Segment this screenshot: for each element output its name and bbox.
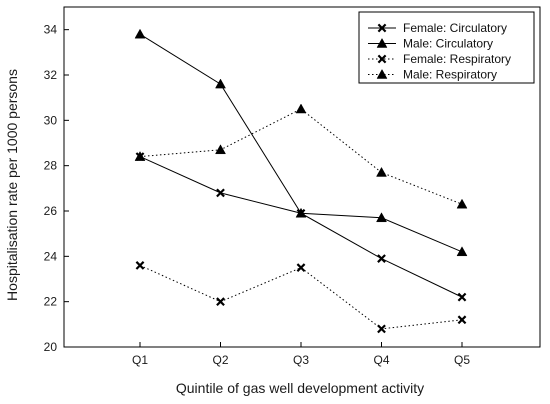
data-point bbox=[377, 324, 386, 334]
y-tick-label: 30 bbox=[44, 113, 58, 127]
x-tick-label: Q4 bbox=[373, 353, 389, 367]
y-axis-title: Hospitalisation rate per 1000 persons bbox=[4, 69, 20, 301]
y-axis: 20 22 24 26 28 30 32 34 bbox=[44, 23, 69, 354]
y-tick-label: 28 bbox=[44, 159, 58, 173]
legend-item: Female: Circulatory bbox=[368, 21, 507, 35]
data-point bbox=[376, 212, 387, 223]
legend: Female: Circulatory Male: CirculatoryFema… bbox=[358, 11, 535, 84]
series-4 bbox=[134, 103, 468, 209]
x-tick-label: Q5 bbox=[454, 353, 470, 367]
data-point bbox=[456, 198, 468, 209]
series-line bbox=[139, 156, 463, 298]
series-line bbox=[139, 264, 463, 330]
plot-frame bbox=[63, 6, 541, 348]
legend-item: Male: Circulatory bbox=[368, 37, 493, 51]
series-2 bbox=[134, 28, 468, 257]
data-point bbox=[215, 144, 226, 155]
x-axis-title: Quintile of gas well development activit… bbox=[176, 380, 424, 396]
data-point bbox=[296, 263, 306, 273]
legend-label: Female: Respiratory bbox=[403, 52, 511, 66]
legend-marker bbox=[376, 68, 388, 79]
data-point bbox=[377, 254, 386, 263]
data-point bbox=[457, 315, 467, 325]
y-tick-label: 20 bbox=[44, 340, 58, 354]
data-point bbox=[135, 261, 145, 270]
data-point bbox=[456, 246, 468, 257]
data-point bbox=[376, 166, 387, 177]
data-point bbox=[134, 151, 146, 161]
series-1 bbox=[135, 152, 467, 302]
plot-area bbox=[63, 6, 541, 348]
legend-label: Male: Circulatory bbox=[403, 37, 493, 51]
x-axis: Q1 Q2 Q3 Q4 Q5 bbox=[132, 342, 470, 367]
legend-marker bbox=[376, 37, 388, 48]
data-point bbox=[215, 78, 226, 89]
y-tick-label: 32 bbox=[44, 68, 58, 82]
x-tick-label: Q3 bbox=[293, 353, 309, 367]
legend-marker bbox=[377, 54, 387, 64]
legend-item: Female: Respiratory bbox=[368, 52, 511, 66]
legend-marker bbox=[377, 23, 387, 33]
series-line bbox=[139, 108, 463, 205]
y-tick-label: 34 bbox=[44, 23, 58, 37]
series-3 bbox=[135, 261, 467, 334]
series-layer bbox=[134, 28, 468, 334]
y-tick-label: 24 bbox=[44, 249, 58, 263]
data-point bbox=[216, 188, 225, 198]
y-tick-label: 26 bbox=[44, 204, 58, 218]
data-point bbox=[216, 297, 225, 307]
x-tick-label: Q2 bbox=[212, 353, 228, 367]
legend-label: Male: Respiratory bbox=[403, 68, 497, 82]
data-point bbox=[295, 103, 307, 114]
legend-box bbox=[358, 11, 535, 84]
data-point bbox=[295, 207, 307, 218]
legend-item: Male: Respiratory bbox=[368, 68, 497, 82]
x-tick-label: Q1 bbox=[132, 353, 148, 367]
data-point bbox=[134, 28, 146, 39]
y-tick-label: 22 bbox=[44, 295, 58, 309]
legend-label: Female: Circulatory bbox=[403, 21, 507, 35]
data-point bbox=[457, 292, 467, 302]
